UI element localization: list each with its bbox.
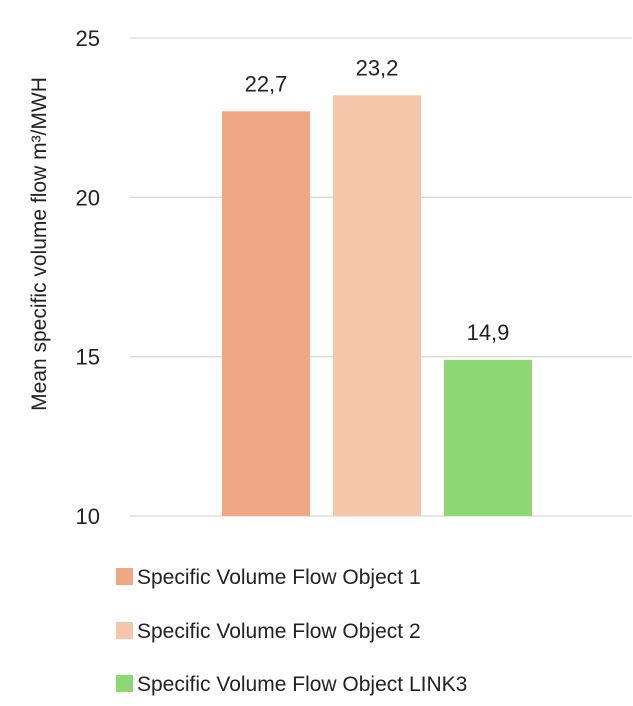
y-tick-label: 10 [76,504,100,529]
data-label-series-2: 23,2 [356,55,399,80]
y-axis-ticks: 10 15 20 25 [76,26,100,529]
bars [222,95,532,517]
y-tick-label: 25 [76,26,100,51]
y-axis-label: Mean specific volume flow m³/MWH [28,77,51,411]
legend-label-series-1: Specific Volume Flow Object 1 [137,566,421,589]
legend-swatch-series-3 [116,675,133,692]
data-label-series-1: 22,7 [245,71,288,96]
y-tick-label: 20 [76,185,100,210]
legend-label-series-2: Specific Volume Flow Object 2 [137,620,421,643]
legend-swatch-series-1 [116,568,133,585]
bar-series-1 [222,111,310,516]
legend: Specific Volume Flow Object 1 Specific Vo… [116,566,467,696]
bar-series-2 [333,95,421,517]
data-label-series-3: 14,9 [467,320,510,345]
legend-swatch-series-2 [116,622,133,639]
bar-series-3 [444,359,532,516]
legend-label-series-3: Specific Volume Flow Object LINK3 [137,673,467,696]
data-labels: 22,7 23,2 14,9 [245,55,510,344]
y-tick-label: 15 [76,345,100,370]
